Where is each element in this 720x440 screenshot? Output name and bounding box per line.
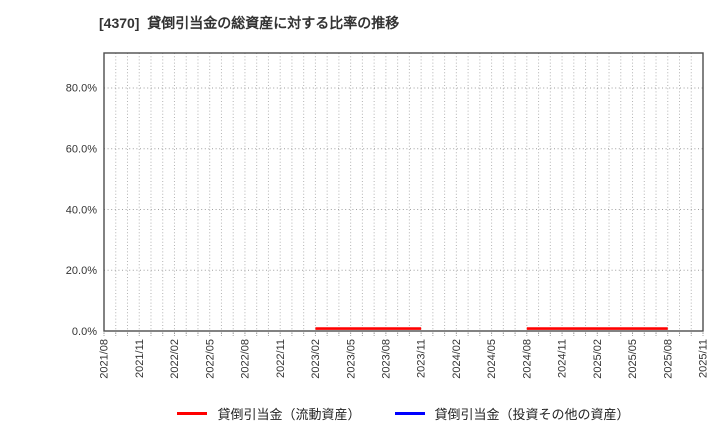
y-tick-label: 20.0% xyxy=(66,265,97,277)
x-tick-label: 2025/11 xyxy=(698,339,710,378)
y-tick-label: 80.0% xyxy=(66,83,97,95)
x-tick-label: 2022/11 xyxy=(275,339,287,378)
x-tick-label: 2024/11 xyxy=(557,339,569,378)
x-tick-label: 2023/11 xyxy=(416,339,428,378)
x-tick-label: 2024/05 xyxy=(486,339,498,379)
y-tick-label: 0.0% xyxy=(72,326,97,338)
legend-label-current-assets: 貸倒引当金（流動資産） xyxy=(217,407,361,422)
x-tick-label: 2021/11 xyxy=(134,339,146,378)
x-tick-label: 2021/08 xyxy=(99,339,111,379)
red-line-swatch-icon xyxy=(177,412,208,415)
x-tick-label: 2024/02 xyxy=(451,339,463,379)
x-tick-label: 2023/08 xyxy=(381,339,393,379)
x-tick-label: 2022/08 xyxy=(240,339,252,379)
x-tick-label: 2023/02 xyxy=(310,339,322,379)
blue-line-swatch-icon xyxy=(394,412,425,415)
legend-label-investment-assets: 貸倒引当金（投資その他の資産） xyxy=(434,407,630,422)
legend-item-investment-assets: 貸倒引当金（投資その他の資産） xyxy=(394,404,630,423)
x-tick-label: 2025/02 xyxy=(592,339,604,379)
x-tick-label: 2025/05 xyxy=(627,339,639,379)
x-tick-label: 2023/05 xyxy=(345,339,357,379)
x-tick-label: 2022/05 xyxy=(204,339,216,379)
x-tick-label: 2024/08 xyxy=(521,339,533,379)
x-tick-label: 2022/02 xyxy=(169,339,181,379)
legend-item-current-assets: 貸倒引当金（流動資産） xyxy=(177,404,361,423)
y-tick-label: 40.0% xyxy=(66,204,97,216)
chart-title: [4370] 貸倒引当金の総資産に対する比率の推移 xyxy=(99,15,400,31)
x-tick-label: 2025/08 xyxy=(662,339,674,379)
plot-border xyxy=(103,52,704,332)
legend: 貸倒引当金（流動資産） 貸倒引当金（投資その他の資産） xyxy=(104,404,703,423)
y-tick-label: 60.0% xyxy=(66,144,97,156)
